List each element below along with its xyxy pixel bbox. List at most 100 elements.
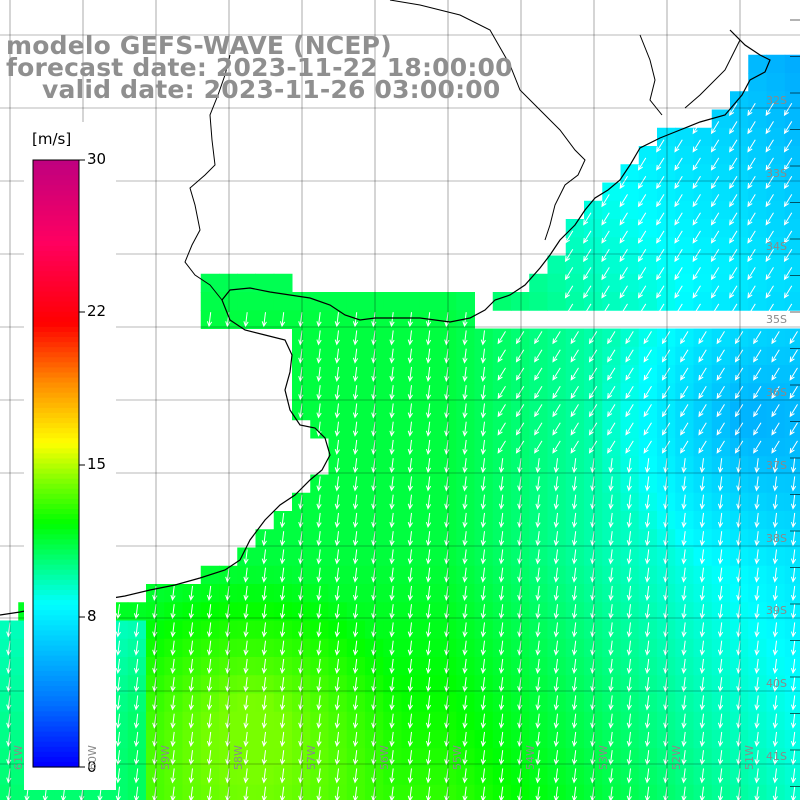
wind-speed-cell (730, 164, 749, 183)
wind-arrow (771, 331, 780, 345)
wind-arrow (261, 312, 267, 328)
lat-label: 37S (766, 459, 787, 472)
wind-arrow (771, 385, 780, 400)
wind-arrow (243, 731, 249, 747)
wind-arrow (515, 404, 525, 418)
wind-speed-cell (748, 365, 767, 384)
wind-arrow (498, 458, 505, 474)
wind-arrow (497, 349, 506, 363)
colorbar-segment (33, 377, 79, 384)
wind-speed-cell (784, 292, 800, 311)
wind-speed-cell (602, 237, 621, 256)
wind-arrow (279, 549, 286, 565)
wind-arrow (601, 212, 610, 226)
wind-arrow (681, 549, 687, 565)
colorbar-segment (33, 175, 79, 181)
wind-arrow (480, 330, 486, 346)
wind-arrow (515, 349, 525, 363)
wind-speed-cell (620, 237, 640, 256)
wind-arrow (407, 549, 413, 565)
wind-arrow (279, 312, 286, 328)
wind-arrow (115, 786, 121, 800)
wind-speed-cell (365, 292, 384, 311)
wind-speed-cell (237, 292, 256, 311)
wind-arrow (497, 367, 506, 381)
wind-arrow (607, 367, 616, 381)
wind-arrow (710, 267, 720, 281)
wind-arrow (206, 731, 213, 747)
wind-arrow (425, 768, 432, 784)
wind-arrow (674, 267, 683, 281)
wind-arrow (717, 713, 724, 729)
lon-label: 59W (159, 745, 172, 770)
wind-arrow (698, 331, 707, 345)
wind-arrow (425, 348, 432, 364)
wind-arrow (656, 248, 665, 263)
wind-speed-cell (711, 182, 731, 202)
wind-arrow (462, 713, 468, 729)
wind-speed-cell (748, 127, 767, 147)
wind-arrow (656, 212, 665, 226)
wind-arrow (790, 549, 797, 565)
wind-speed-cell (730, 146, 749, 165)
wind-arrow (717, 476, 724, 492)
wind-arrow (279, 768, 286, 784)
wind-arrow (674, 212, 683, 226)
wind-arrow (656, 285, 665, 299)
wind-arrow (261, 713, 267, 729)
wind-speed-cell (346, 292, 366, 311)
wind-arrow (734, 349, 744, 363)
wind-arrow (407, 476, 413, 492)
wind-arrow (480, 403, 486, 419)
wind-arrow (583, 285, 592, 299)
wind-speed-cell (766, 182, 786, 202)
wind-arrow (699, 713, 705, 729)
wind-arrow (480, 658, 486, 674)
wind-arrow (583, 303, 592, 317)
colorbar-segment (33, 245, 79, 252)
wind-arrow (765, 303, 774, 317)
wind-arrow (729, 248, 738, 263)
wind-speed-cell (547, 273, 567, 293)
colorbar-segment (33, 251, 79, 257)
wind-arrow (716, 367, 725, 381)
wind-arrow (462, 585, 468, 601)
wind-arrow (407, 458, 413, 474)
colorbar-segment (33, 721, 79, 728)
wind-arrow (699, 531, 705, 547)
wind-arrow (680, 440, 689, 454)
wind-arrow (425, 549, 432, 565)
river-plate-shore (184, 54, 231, 301)
wind-speed-cell (693, 237, 713, 256)
wind-arrow (316, 312, 322, 328)
wind-arrow (729, 139, 738, 153)
wind-arrow (535, 585, 541, 601)
wind-speed-cell (784, 255, 800, 275)
wind-arrow (389, 640, 395, 656)
colorbar-segment (33, 584, 79, 591)
wind-arrow (188, 768, 194, 784)
wind-arrow (170, 658, 176, 674)
wind-arrow (389, 567, 395, 583)
wind-speed-cell (401, 292, 421, 311)
wind-arrow (115, 622, 121, 638)
wind-arrow (644, 585, 651, 601)
wind-arrow (608, 512, 614, 528)
wind-arrow (790, 458, 797, 474)
wind-arrow (570, 349, 579, 363)
colorbar-segment (33, 726, 79, 733)
wind-speed-cell (784, 164, 800, 183)
wind-arrow (637, 175, 647, 190)
wind-arrow (772, 713, 778, 729)
colorbar-segment (33, 686, 79, 692)
wind-arrow (588, 422, 598, 436)
wind-arrow (279, 512, 286, 528)
colorbar-segment (33, 681, 79, 687)
colorbar-segment (33, 579, 79, 586)
wind-speed-cell (237, 273, 256, 293)
wind-arrow (462, 348, 468, 364)
wind-arrow (588, 349, 598, 363)
colorbar-segment (33, 301, 79, 308)
wind-arrow (789, 331, 798, 345)
wind-arrow (133, 731, 140, 747)
